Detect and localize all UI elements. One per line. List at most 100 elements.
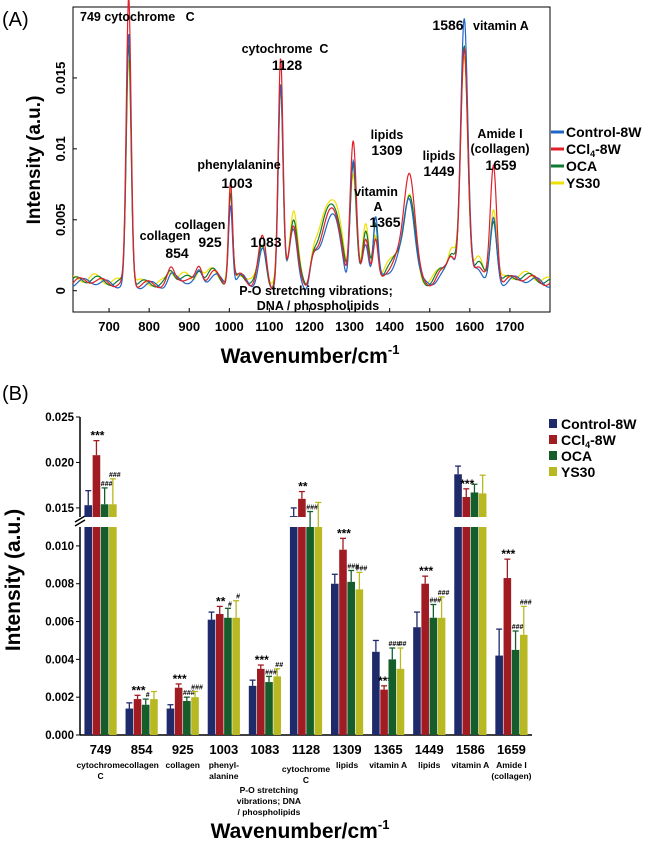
legend-a-ccl4-sub: 4	[590, 149, 595, 159]
panel-a-legend: Control-8W CCl4-8W OCA YS30	[551, 124, 642, 191]
annotation-1449: 1449	[423, 163, 454, 179]
b-axis-break-mark	[74, 515, 86, 523]
bar-control-8w-854	[125, 708, 134, 735]
a-x-tick-label: 1500	[415, 319, 444, 334]
bar-upper-control-8w-1128	[289, 516, 298, 517]
bar-oca-1659	[511, 649, 520, 735]
category-sublabel: vitamin A	[369, 760, 407, 770]
annotation-925: 925	[198, 234, 222, 250]
b-y-tick-label: 0.025	[45, 412, 74, 424]
b-y-tick-label: 0.015	[45, 503, 74, 515]
significance-mark: ###	[512, 624, 524, 631]
annotation-po-line2: DNA / phospholipids	[257, 299, 379, 313]
significance-mark: **	[298, 480, 308, 494]
annotation-1128: 1128	[272, 57, 303, 73]
bar-upper-oca-749	[100, 504, 109, 517]
panel-a-axes: 700 800 900 1000 1100 1200 1300 1400 1500 1600 170…	[53, 62, 524, 334]
significance-mark: ***	[132, 683, 146, 697]
bar-oca-854	[141, 704, 150, 735]
significance-mark: ***	[501, 547, 515, 561]
panel-b-legend: Control-8W CCl4-8W OCA YS30	[549, 416, 637, 480]
category-label: 1365	[374, 742, 403, 757]
bar-ccl4-8w-925	[174, 687, 183, 735]
annotation-lipids-1309: lipids	[371, 128, 404, 142]
significance-mark: ***	[460, 477, 474, 491]
legend-b-swatch-ccl4	[549, 435, 557, 444]
panel-b-x-axis-label-sup: -1	[378, 817, 390, 832]
annotation-854: 854	[165, 245, 189, 261]
bar-oca-1309	[347, 581, 355, 735]
bar-control-8w-1083	[248, 685, 257, 735]
significance-mark: ###	[438, 590, 450, 597]
significance-mark: ###	[356, 565, 368, 572]
b-y-tick-label: 0.004	[45, 654, 74, 666]
spectrum-ys30	[73, 54, 551, 287]
category-label: 1083	[250, 742, 279, 757]
bar-control-8w-925	[166, 708, 175, 735]
bar-ccl4-8w-1659	[503, 578, 512, 735]
significance-mark: ###	[347, 563, 359, 570]
bar-oca-1003	[224, 617, 232, 735]
legend-a-oca: OCA	[566, 158, 597, 174]
panel-a-y-axis-label: Intensity (a.u.)	[24, 96, 45, 225]
bar-ys30-749	[109, 527, 117, 735]
bar-control-8w-1449	[413, 627, 421, 735]
bar-ccl4-8w-1128	[298, 527, 306, 735]
annotation-1365: 1365	[369, 214, 400, 230]
bar-oca-925	[183, 700, 191, 735]
category-sublabel: vibrations; DNA	[237, 796, 301, 806]
spectrum-ccl4-8w	[72, 0, 551, 290]
panel-a-spectra	[72, 0, 551, 290]
a-x-tick-label: 1200	[295, 319, 324, 334]
category-label: 1449	[415, 742, 444, 757]
bar-ys30-1449	[437, 617, 446, 735]
bar-ccl4-8w-1449	[421, 583, 429, 735]
bar-control-8w-1309	[330, 583, 339, 735]
bar-ys30-1659	[519, 634, 528, 735]
category-sublabel: alanine	[209, 771, 239, 781]
legend-a-ccl4-post: -8W	[595, 141, 621, 157]
category-label: 1309	[333, 742, 362, 757]
category-label: 1586	[456, 742, 485, 757]
bar-control-8w-1003	[207, 619, 216, 735]
annotation-po-line1: P-O stretching vibrations;	[239, 284, 393, 298]
significance-mark: ###	[101, 481, 113, 488]
a-x-tick-label: 700	[98, 319, 120, 334]
a-x-tick-label: 1600	[455, 319, 484, 334]
category-sublabel: C	[97, 771, 103, 781]
bar-upper-oca-1586	[470, 492, 479, 517]
a-x-tick-label: 1000	[215, 319, 244, 334]
annotation-vitamin-1365: vitamin	[354, 185, 398, 199]
annotation-1309: 1309	[371, 142, 402, 158]
legend-b-ys30: YS30	[561, 464, 595, 480]
a-x-tick-label: 1100	[255, 319, 283, 334]
significance-mark: ***	[419, 564, 433, 578]
bar-upper-control-8w-749	[84, 505, 93, 517]
significance-mark: ###	[520, 599, 532, 606]
annotation-749-cytochrome: 749 cytochrome C	[80, 10, 195, 24]
bar-control-8w-1365	[372, 651, 380, 735]
bar-ccl4-8w-1003	[215, 613, 224, 735]
b-y-tick-label: 0.006	[45, 617, 74, 629]
bar-control-8w-1128	[289, 527, 298, 735]
category-sublabel: lipids	[418, 760, 440, 770]
category-sublabel: collagen	[124, 760, 158, 770]
bar-ys30-1586	[478, 527, 487, 735]
bar-upper-ccl4-8w-1128	[298, 498, 306, 517]
category-label: 749	[90, 742, 112, 757]
annotation-phenylalanine: phenylalanine	[197, 158, 280, 172]
legend-b-swatch-ys30	[549, 467, 557, 476]
bar-oca-1083	[265, 682, 273, 735]
category-sublabel: / phospholipids	[238, 807, 301, 817]
bar-ys30-1003	[232, 617, 240, 735]
legend-b-oca: OCA	[561, 448, 592, 464]
significance-mark: ###	[430, 598, 442, 605]
legend-b-ccl4-post: -8W	[590, 432, 616, 448]
bar-ys30-1365	[396, 668, 405, 735]
legend-b-ccl4-name: CCl	[561, 432, 585, 448]
a-y-tick-label: 0.01	[53, 136, 68, 161]
a-y-tick-label: 0	[53, 287, 68, 294]
legend-b-swatch-control	[549, 419, 557, 428]
